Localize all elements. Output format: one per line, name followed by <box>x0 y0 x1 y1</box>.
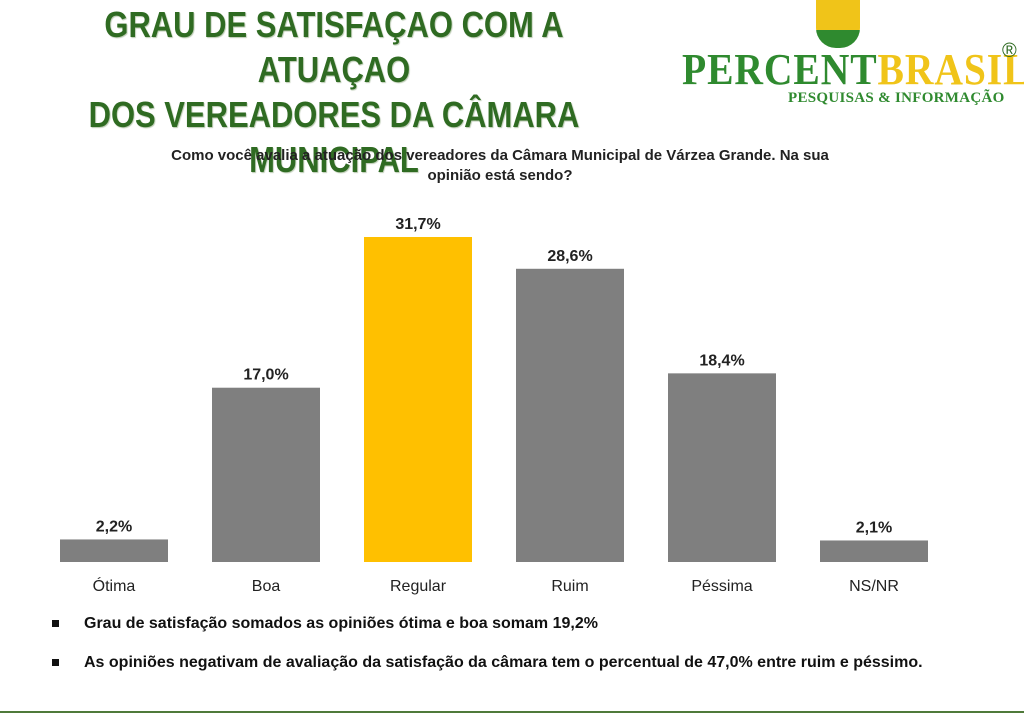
page-title: GRAU DE SATISFAÇAO COM A ATUAÇAO DOS VER… <box>47 2 621 182</box>
category-label: NS/NR <box>849 578 899 595</box>
category-label: Boa <box>252 578 281 595</box>
logo-wordmark: PERCENTBRASIL <box>682 44 1024 95</box>
title-line-1: GRAU DE SATISFAÇAO COM A ATUAÇAO <box>104 4 564 90</box>
title-line-2: DOS VEREADORES DA CÂMARA <box>88 94 580 135</box>
logo-name-green: PERCENT <box>682 45 878 94</box>
bar-4 <box>668 373 776 562</box>
question-line-2: opinião está sendo? <box>427 167 573 184</box>
bar-3 <box>516 268 624 562</box>
note-item: As opiniões negativam de avaliação da sa… <box>48 647 988 678</box>
registered-mark: ® <box>1002 40 1017 62</box>
notes-list: Grau de satisfação somados as opiniões ó… <box>48 608 988 678</box>
question-line-1: Como você avalia a atuação dos vereadore… <box>171 147 829 164</box>
bar-2 <box>364 237 472 562</box>
data-label: 31,7% <box>395 216 440 233</box>
note-item: Grau de satisfação somados as opiniões ó… <box>48 608 988 639</box>
data-label: 28,6% <box>547 248 592 265</box>
footer-divider <box>0 711 1024 713</box>
title-line-3: MUNICIPAL <box>249 139 419 180</box>
bar-5 <box>820 540 928 562</box>
logo-emblem-icon <box>816 0 860 48</box>
bar-0 <box>60 539 168 562</box>
category-label: Ótima <box>93 576 136 595</box>
bar-chart: 2,2% Ótima 17,0% Boa 31,7% Regular 28,6% Ruim 18… <box>60 216 928 595</box>
brand-logo: PERCENTBRASIL ® PESQUISAS & INFORMAÇÃO <box>680 0 1024 120</box>
category-label: Péssima <box>691 578 752 595</box>
logo-tagline: PESQUISAS & INFORMAÇÃO <box>788 90 1005 106</box>
data-label: 2,1% <box>856 519 892 536</box>
data-label: 17,0% <box>243 367 288 384</box>
data-label: 2,2% <box>96 518 132 535</box>
logo-name-yellow: BRASIL <box>877 45 1024 94</box>
data-label: 18,4% <box>699 352 744 369</box>
bar-1 <box>212 387 320 562</box>
category-label: Ruim <box>551 578 588 595</box>
category-label: Regular <box>390 578 447 595</box>
chart-question: Como você avalia a atuação dos vereadore… <box>120 146 880 186</box>
